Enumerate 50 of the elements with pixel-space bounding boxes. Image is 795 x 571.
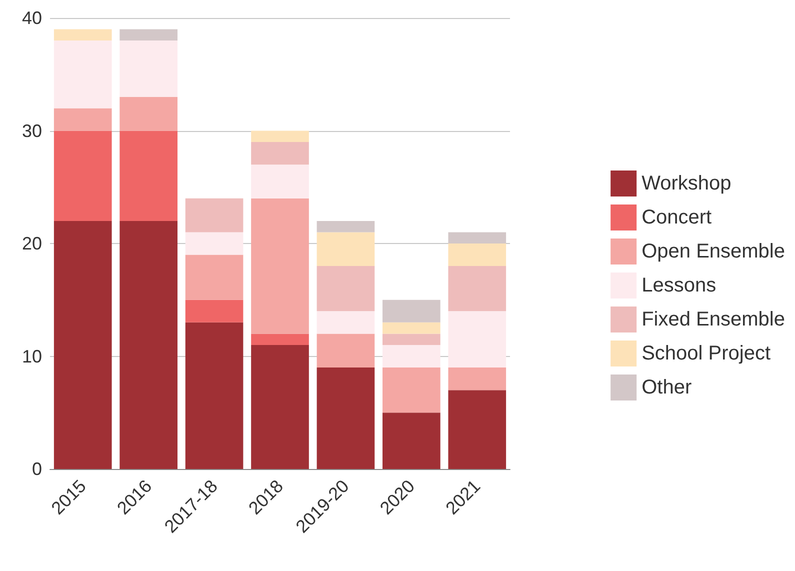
y-tick-label: 10 (22, 346, 42, 366)
bar (316, 266, 375, 312)
bar (316, 368, 375, 469)
bar (251, 142, 309, 165)
bar (316, 232, 375, 266)
legend-label: School Project (642, 342, 771, 364)
bar (185, 300, 244, 322)
bar (120, 40, 178, 97)
bar (251, 130, 309, 142)
legend-label: Lessons (642, 274, 716, 296)
y-tick-label: 20 (22, 234, 42, 254)
bar (185, 254, 244, 300)
bar (185, 232, 244, 255)
bar (382, 344, 440, 368)
bar (382, 300, 440, 322)
bar (316, 334, 375, 368)
bar (185, 198, 244, 232)
bar (316, 311, 375, 334)
bar (316, 220, 375, 232)
legend-label: Concert (642, 206, 712, 228)
bar (382, 322, 440, 334)
bar (120, 29, 178, 41)
bar (54, 40, 112, 108)
bar (448, 390, 506, 469)
bar (185, 322, 244, 469)
bar (54, 29, 112, 41)
y-tick-label: 40 (22, 8, 42, 28)
bar (382, 368, 440, 413)
bar (251, 344, 309, 469)
bar (54, 130, 112, 221)
bar (382, 412, 440, 469)
y-tick-label: 0 (32, 459, 42, 479)
bar (382, 334, 440, 345)
legend-label: Workshop (642, 172, 732, 194)
bar (120, 96, 178, 131)
y-tick-label: 30 (22, 120, 42, 141)
legend-label: Fixed Ensemble (642, 308, 785, 330)
bar (120, 130, 178, 221)
bar (54, 220, 112, 469)
bar (251, 198, 309, 334)
bar (448, 266, 506, 312)
bar (448, 368, 506, 390)
legend-label: Open Ensemble (642, 240, 786, 262)
bar (54, 108, 112, 131)
bar (448, 311, 506, 368)
legend-label: Other (642, 376, 692, 398)
bar (251, 164, 309, 198)
bar (120, 220, 178, 469)
bar (251, 334, 309, 345)
bar (448, 244, 506, 266)
